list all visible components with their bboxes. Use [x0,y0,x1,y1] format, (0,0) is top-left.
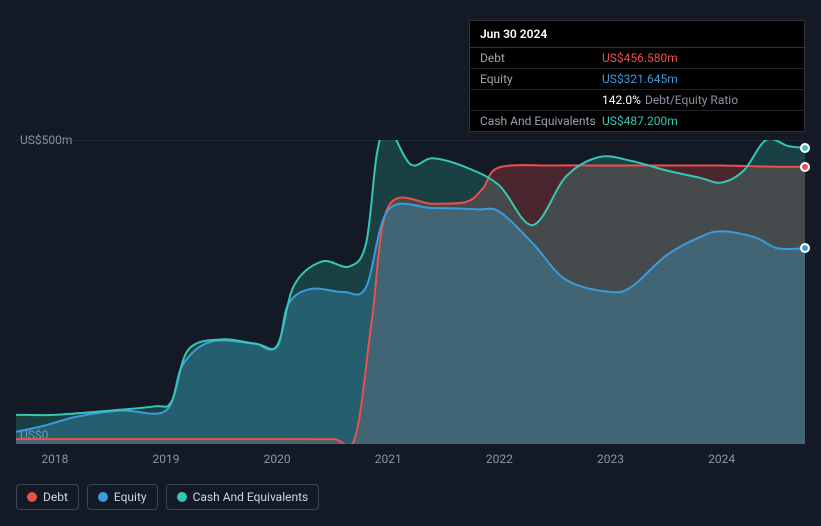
tooltip-row: Cash And EquivalentsUS$487.200m [470,111,804,131]
tooltip-suffix: Debt/Equity Ratio [645,93,738,107]
tooltip-label: Cash And Equivalents [480,114,602,128]
x-axis-label: 2018 [41,452,68,466]
legend-swatch [98,492,108,502]
tooltip-label: Debt [480,51,602,65]
x-axis-label: 2020 [264,452,291,466]
legend: Debt Equity Cash And Equivalents [16,484,319,510]
chart-tooltip: Jun 30 2024 DebtUS$456.580mEquityUS$321.… [469,20,805,132]
tooltip-value: US$321.645m [602,72,678,86]
x-axis: 2018 2019 2020 2021 2022 2023 2024 [16,448,805,468]
x-axis-label: 2019 [153,452,180,466]
tooltip-value: US$487.200m [602,114,678,128]
x-axis-label: 2023 [597,452,624,466]
tooltip-value: 142.0%Debt/Equity Ratio [602,93,738,107]
area-cash-and-equivalents [16,140,805,444]
x-axis-label: 2024 [708,452,735,466]
tooltip-label: Equity [480,72,602,86]
legend-swatch [27,492,37,502]
legend-item-equity[interactable]: Equity [87,484,158,510]
tooltip-row: EquityUS$321.645m [470,69,804,90]
marker-debt [800,162,810,172]
financials-chart: Jun 30 2024 DebtUS$456.580mEquityUS$321.… [0,0,821,526]
tooltip-label [480,93,602,107]
legend-label: Cash And Equivalents [193,490,309,504]
legend-item-cash-and-equivalents[interactable]: Cash And Equivalents [166,484,320,510]
tooltip-row: DebtUS$456.580m [470,48,804,69]
legend-swatch [177,492,187,502]
x-axis-label: 2021 [375,452,402,466]
tooltip-row: 142.0%Debt/Equity Ratio [470,90,804,111]
legend-item-debt[interactable]: Debt [16,484,79,510]
legend-label: Debt [43,490,68,504]
tooltip-value: US$456.580m [602,51,678,65]
legend-label: Equity [114,490,147,504]
x-axis-label: 2022 [486,452,513,466]
tooltip-date: Jun 30 2024 [470,21,804,48]
marker-equity [800,243,810,253]
chart-plot [16,140,805,444]
marker-cash-and-equivalents [800,143,810,153]
